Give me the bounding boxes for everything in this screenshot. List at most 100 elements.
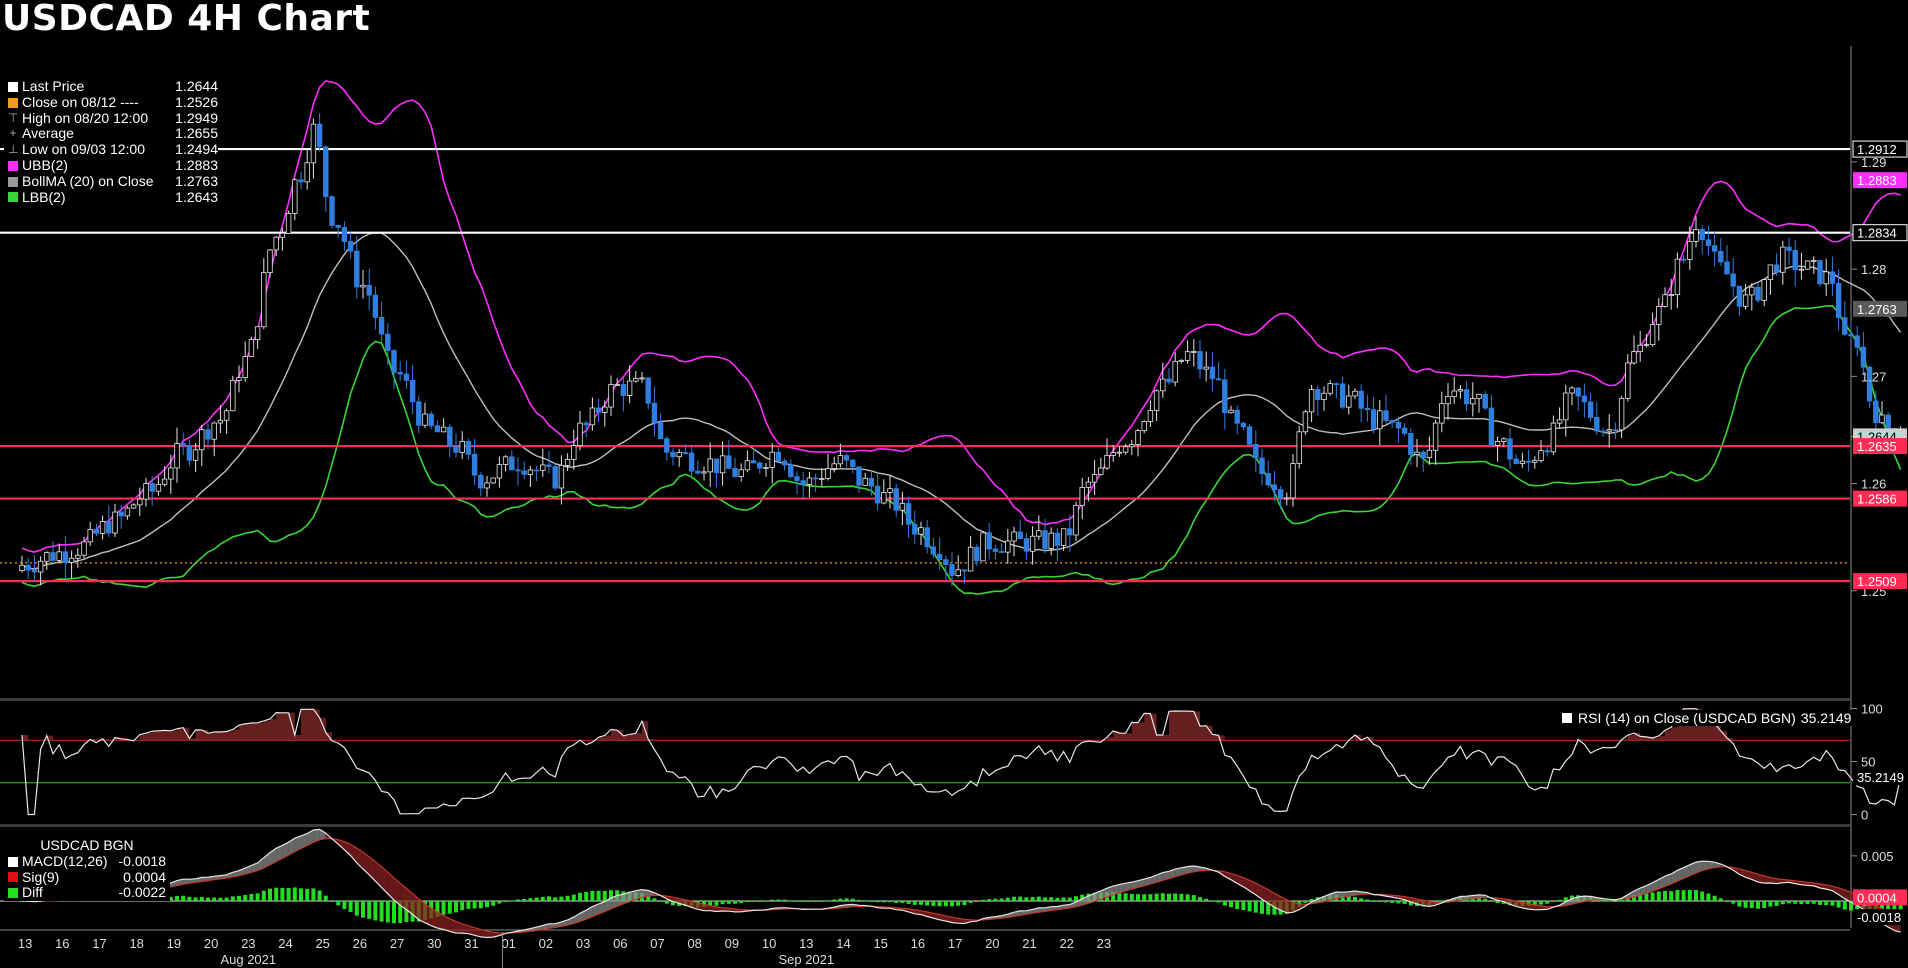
diff-bar	[1024, 897, 1029, 901]
candle	[1780, 240, 1786, 285]
high-marker-icon: ⊤	[8, 110, 19, 125]
candle	[416, 395, 422, 434]
candle-body	[595, 407, 602, 413]
candle	[248, 336, 255, 358]
candle	[267, 249, 273, 278]
candle	[1854, 325, 1860, 357]
date-tick-label: 21	[1022, 936, 1036, 951]
candle-body	[1439, 403, 1445, 424]
candle	[335, 224, 341, 238]
candle-body	[298, 179, 304, 183]
date-tick-label: 25	[315, 936, 329, 951]
candle	[719, 441, 726, 486]
candle	[1817, 260, 1823, 287]
diff-bar	[807, 900, 812, 902]
candle-body	[186, 445, 193, 461]
candle	[1191, 339, 1197, 367]
candle	[515, 457, 521, 486]
candle-body	[1005, 540, 1011, 553]
candle	[899, 491, 906, 526]
candle-body	[788, 464, 794, 478]
candle-body	[174, 443, 180, 469]
candle	[843, 453, 850, 468]
candle	[403, 360, 410, 389]
candle	[595, 398, 602, 423]
candle	[1711, 230, 1718, 267]
candle-body	[1141, 421, 1147, 431]
macd-fill	[1231, 873, 1238, 884]
candle	[155, 476, 162, 496]
diff-bar	[330, 900, 334, 902]
axis-tag-bg	[1853, 141, 1907, 158]
candle	[1600, 427, 1606, 437]
candle-body	[1662, 294, 1668, 307]
candlesticks[interactable]	[19, 113, 1904, 587]
diff-bar	[1173, 893, 1178, 901]
diff-bar	[1204, 898, 1209, 901]
diff-bar	[1824, 900, 1829, 905]
diff-bar	[1123, 893, 1128, 901]
macd-fill	[1187, 865, 1194, 874]
candle	[1730, 258, 1736, 298]
candle-body	[310, 123, 317, 164]
diff-bar	[1849, 900, 1853, 911]
diff-bar	[733, 900, 737, 904]
candle	[1085, 477, 1092, 502]
macd-fill	[1689, 862, 1696, 876]
legend-value: 1.2763	[175, 172, 218, 189]
candle-body	[1749, 286, 1755, 296]
candle-body	[316, 123, 323, 148]
candle	[868, 470, 875, 496]
candle	[1470, 382, 1476, 417]
candle	[378, 301, 385, 344]
tick-label: 1.26	[1861, 477, 1886, 492]
candle-body	[453, 445, 459, 453]
candle	[781, 458, 788, 471]
diff-bar	[268, 888, 272, 901]
candle	[509, 450, 515, 471]
candle	[688, 444, 695, 480]
macd-fill	[406, 888, 413, 915]
candle	[1172, 352, 1178, 387]
diff-bar	[1811, 900, 1816, 904]
legend-value: 1.2643	[175, 188, 218, 205]
candle	[626, 365, 633, 404]
diff-bar	[255, 893, 260, 901]
diff-bar	[1067, 897, 1072, 901]
diff-bar	[1179, 893, 1184, 901]
candle	[856, 466, 862, 494]
legend-item-lbb: LBB(2) 1.2643	[8, 188, 218, 206]
candle-body	[1222, 379, 1228, 414]
macd-fill	[611, 895, 618, 909]
candle	[1755, 283, 1761, 303]
candle	[75, 548, 81, 568]
candle-body	[1017, 531, 1023, 540]
macd-fill	[1119, 883, 1126, 893]
candle-body	[651, 402, 658, 424]
date-tick-label: 03	[576, 936, 590, 951]
candle	[1494, 436, 1501, 462]
candle	[1643, 334, 1650, 348]
candle-body	[738, 469, 744, 477]
candle-body	[1377, 410, 1383, 430]
candle-body	[155, 483, 162, 492]
candle-body	[1724, 261, 1730, 275]
candle	[1532, 456, 1538, 469]
candle-body	[1711, 245, 1718, 252]
diff-bar	[1483, 898, 1488, 901]
candle-body	[936, 553, 943, 561]
macd-fill	[425, 903, 432, 926]
diff-bar	[1055, 897, 1060, 901]
candle-body	[1203, 366, 1209, 370]
candle-body	[1606, 429, 1612, 432]
candle	[447, 424, 453, 458]
candle-body	[1209, 366, 1216, 380]
ubb-line	[21, 80, 1901, 553]
macd-fill	[635, 889, 642, 900]
macd-line	[21, 828, 1901, 939]
candle-body	[347, 241, 354, 252]
diff-bar	[863, 900, 868, 902]
candle	[1358, 384, 1364, 423]
diff-bar	[1061, 897, 1066, 901]
